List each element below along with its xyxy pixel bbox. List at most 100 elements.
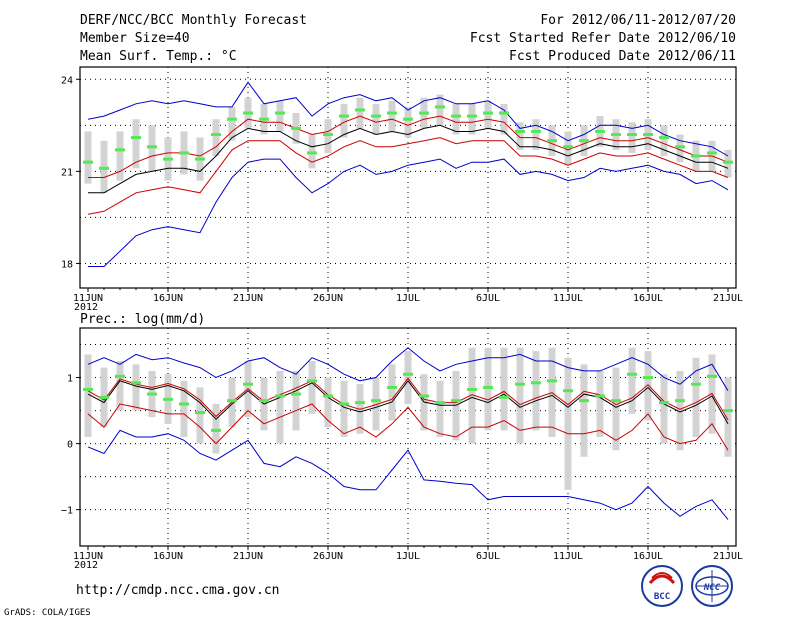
- temp-median-1: [99, 166, 109, 170]
- precip-box-33: [612, 367, 620, 451]
- temp-median-11: [259, 117, 269, 121]
- temp-median-16: [339, 114, 349, 118]
- precip-box-26: [500, 347, 508, 431]
- precip-box-18: [372, 377, 380, 431]
- precip-box-24: [468, 347, 476, 444]
- temp-line-outer-high: [87, 81, 729, 157]
- temperature-medians: [83, 105, 733, 170]
- temp-median-39: [707, 151, 717, 155]
- precip-medians: [83, 372, 733, 432]
- temp-median-25: [483, 111, 493, 115]
- temp-box-40: [724, 149, 732, 178]
- precip-median-15: [323, 394, 333, 398]
- ncc-logo-text: NCC: [703, 583, 721, 593]
- temp-box-26: [500, 103, 508, 135]
- precip-line-mean: [87, 379, 729, 425]
- temp-median-29: [547, 139, 557, 143]
- precip-box-37: [676, 370, 684, 451]
- precip-xtick-label-8: 21JUL: [713, 551, 743, 562]
- temp-median-22: [435, 105, 445, 109]
- precip-box-31: [580, 364, 588, 457]
- precip-median-12: [275, 394, 285, 398]
- precip-median-23: [451, 399, 461, 403]
- precip-ytick-label-2: 1: [67, 374, 73, 385]
- header-produced-date: Fcst Produced Date 2012/06/11: [509, 49, 736, 64]
- temp-median-37: [675, 145, 685, 149]
- bcc-logo-ring: [641, 565, 683, 607]
- precip-median-0: [83, 387, 93, 391]
- temp-xtick-label-1: 16JUN: [153, 293, 183, 304]
- temp-xtick-label-2: 21JUN: [233, 293, 263, 304]
- temp-box-34: [628, 122, 636, 153]
- precip-panel: 11JUN 16JUN 21JUN 26JUN 1JUL 6JUL 11JUL 16JUL 21…: [61, 327, 743, 571]
- temp-box-20: [404, 106, 412, 138]
- temp-median-15: [323, 133, 333, 137]
- precip-median-8: [211, 428, 221, 432]
- bcc-logo-arc-inner: [651, 572, 673, 579]
- precip-xtick-label-0: 11JUN: [73, 551, 103, 562]
- bcc-logo-text: BCC: [654, 592, 670, 602]
- temp-median-30: [563, 145, 573, 149]
- temp-ytick-label-2: 24: [61, 75, 73, 86]
- temp-median-28: [531, 129, 541, 133]
- precip-box-16: [340, 380, 348, 437]
- temp-median-36: [659, 136, 669, 140]
- precip-median-25: [483, 385, 493, 389]
- temperature-lines: [87, 81, 729, 267]
- precip-median-4: [147, 392, 157, 396]
- precip-xtick-label-3: 26JUN: [313, 551, 343, 562]
- precip-median-22: [435, 401, 445, 405]
- precip-xtick-label-4: 1JUL: [396, 551, 420, 562]
- temp-xtick-label-8: 21JUL: [713, 293, 743, 304]
- precip-xtick-label-5: 6JUL: [476, 551, 500, 562]
- temp-box-12: [276, 100, 284, 132]
- temp-xtick-label-3: 26JUN: [313, 293, 343, 304]
- temp-line-outer-low: [88, 158, 729, 267]
- precip-panel-title: Prec.: log(mm/d): [80, 312, 205, 327]
- precip-median-16: [339, 402, 349, 406]
- precip-box-27: [516, 347, 524, 444]
- precip-box-34: [628, 347, 636, 414]
- precip-median-24: [467, 387, 477, 391]
- precip-median-34: [627, 372, 637, 376]
- temp-median-12: [275, 111, 285, 115]
- precip-box-36: [660, 374, 668, 444]
- temp-box-14: [308, 134, 316, 169]
- temp-median-6: [179, 151, 189, 155]
- temp-box-27: [516, 122, 524, 150]
- temp-box-30: [564, 131, 572, 166]
- temp-box-37: [676, 134, 684, 163]
- temp-median-13: [291, 126, 301, 130]
- precip-median-17: [355, 401, 365, 405]
- temp-median-14: [307, 151, 317, 155]
- temp-median-9: [227, 117, 237, 121]
- precip-box-2: [116, 361, 124, 411]
- precip-median-19: [387, 385, 397, 389]
- temp-median-5: [163, 157, 173, 161]
- header-start-date: Fcst Started Refer Date 2012/06/10: [470, 31, 736, 46]
- temp-median-27: [515, 129, 525, 133]
- precip-box-38: [692, 357, 700, 437]
- precip-box-12: [276, 370, 284, 444]
- precip-median-37: [675, 399, 685, 403]
- precip-box-0: [84, 354, 92, 437]
- precip-median-7: [195, 411, 205, 415]
- bcc-logo: BCC: [641, 565, 683, 607]
- precip-median-20: [403, 372, 413, 376]
- precip-median-18: [371, 399, 381, 403]
- precip-box-28: [532, 351, 540, 431]
- precip-xtick-label-7: 16JUL: [633, 551, 663, 562]
- ncc-logo-cross: [696, 570, 728, 602]
- temp-box-9: [228, 106, 236, 141]
- precip-ytick-label-0: −1: [61, 506, 73, 517]
- header-member-size: Member Size=40: [80, 31, 190, 46]
- ncc-logo: NCC: [691, 565, 733, 607]
- temp-xtick-label-0: 11JUN: [73, 293, 103, 304]
- precip-box-7: [196, 387, 204, 444]
- temp-box-24: [468, 103, 476, 135]
- precip-line-inner-low: [87, 403, 729, 451]
- temp-box-0: [84, 131, 92, 184]
- footer-url: http://cmdp.ncc.cma.gov.cn: [76, 583, 280, 598]
- temp-median-24: [467, 114, 477, 118]
